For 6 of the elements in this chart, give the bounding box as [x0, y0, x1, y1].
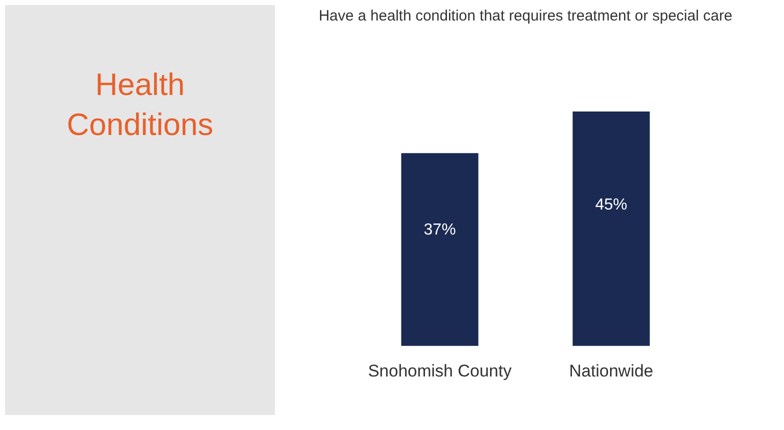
data-label: 45%	[595, 196, 628, 214]
x-tick-label: Snohomish County	[368, 362, 512, 380]
chart-title: Health Conditions	[66, 66, 214, 144]
data-label: 37%	[424, 222, 456, 239]
x-tick-label: Nationwide	[569, 362, 654, 380]
chart-subtitle: Have a health condition that requires treatment or special care	[318, 8, 732, 24]
